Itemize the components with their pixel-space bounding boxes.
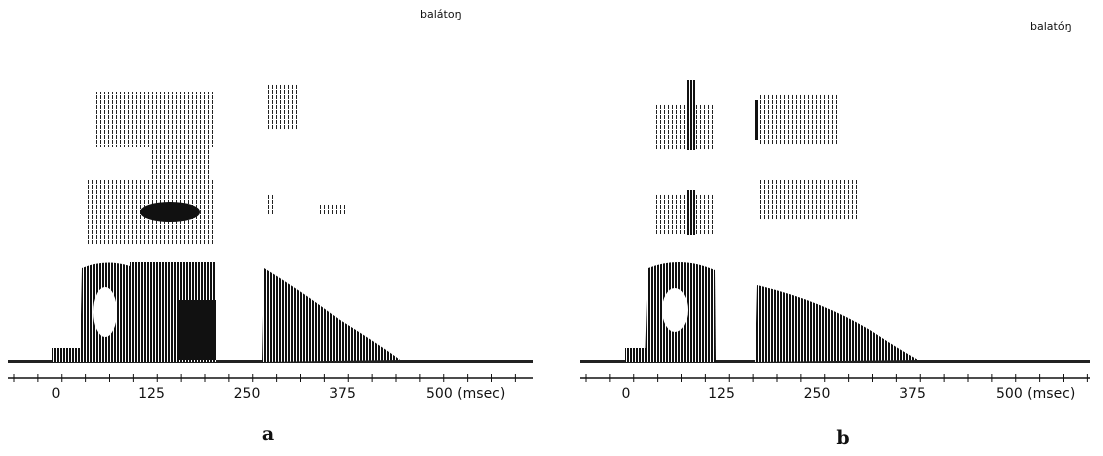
word-label: balatóŋ <box>1030 20 1072 33</box>
labels: balátoŋ balatóŋ a b <box>262 8 1072 449</box>
tick-label: 500 (msec) <box>996 386 1075 402</box>
tick-label: 125 <box>138 386 165 402</box>
spectrogram-b <box>580 80 1090 379</box>
tick-label: 0 <box>622 386 631 402</box>
tick-label: 250 <box>234 386 261 402</box>
tick-label: 500 (msec) <box>426 386 505 402</box>
tick-label: 250 <box>804 386 831 402</box>
tick-label: 375 <box>329 386 356 402</box>
spectrogram-a <box>8 85 533 379</box>
tick-label: 125 <box>708 386 735 402</box>
panel-caption: a <box>262 423 274 445</box>
panel-caption: b <box>836 427 849 449</box>
tick-label: 375 <box>899 386 926 402</box>
word-label: balátoŋ <box>420 8 462 21</box>
tick-label: 0 <box>52 386 61 402</box>
